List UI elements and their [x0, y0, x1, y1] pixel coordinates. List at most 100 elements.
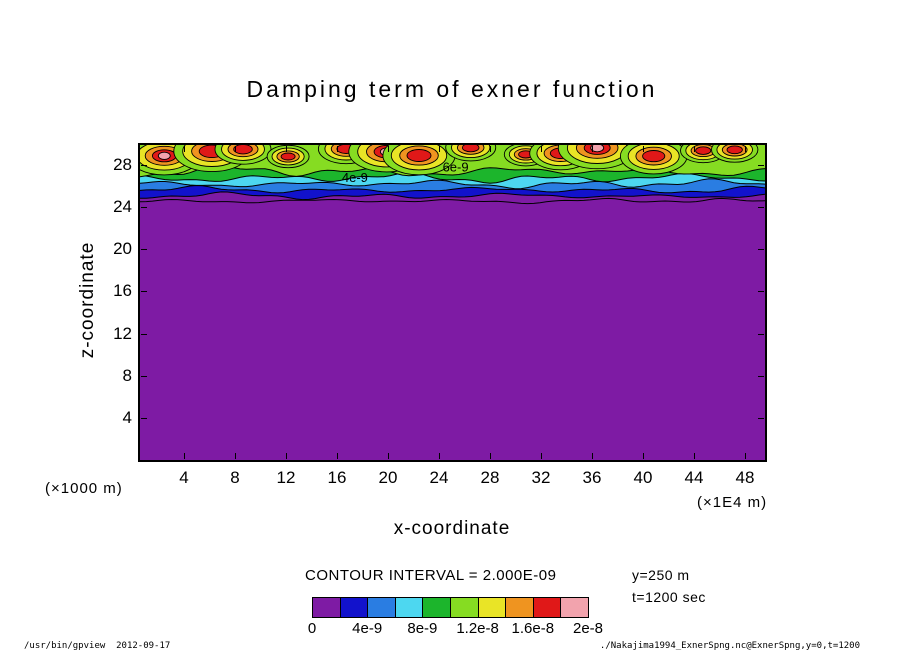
x-tick-label: 4: [179, 468, 189, 487]
x-tick-label: 36: [582, 468, 602, 487]
x-tick-mark-top: [235, 146, 236, 152]
colorbar-tick-label: 4e-9: [352, 620, 383, 637]
colorbar-box: [394, 597, 424, 618]
x-tick-mark: [388, 453, 389, 459]
x-tick-mark: [541, 453, 542, 459]
y-tick-mark-right: [758, 417, 764, 419]
colorbar-box: [422, 597, 451, 618]
y-tick-mark-right: [758, 165, 764, 167]
contour-plot-canvas: 4e-9 6e-9: [140, 145, 765, 460]
x-tick-mark-top: [337, 146, 338, 152]
footer-data-file: ./Nakajima1994_ExnerSpng.nc@ExnerSpng,y=…: [599, 641, 860, 651]
colorbar-box: [367, 597, 396, 618]
colorbar-box: [450, 597, 479, 618]
x-tick-mark-top: [745, 146, 746, 152]
y-tick-label: 16: [113, 281, 132, 301]
y-axis-unit: (×1000 m): [45, 480, 123, 497]
x-tick-label: 20: [378, 468, 398, 487]
background-field: [140, 145, 765, 460]
contour-line: [140, 184, 765, 194]
x-tick-mark: [490, 453, 491, 459]
colorbar-tick-label: 1.6e-8: [511, 620, 555, 637]
contour-value-label: 4e-9: [342, 170, 368, 185]
page-title: Damping term of exner function: [246, 76, 658, 102]
x-tick-label: 32: [531, 468, 551, 487]
x-tick-mark-top: [184, 146, 185, 152]
x-tick-mark-top: [643, 146, 644, 152]
x-tick-label: 48: [735, 468, 755, 487]
colorbar-tick-label: 2e-8: [572, 620, 604, 637]
y-tick-mark: [141, 207, 147, 209]
y-tick-label: 4: [122, 407, 132, 427]
contour-blob: [461, 145, 480, 153]
colorbar-box: [560, 597, 589, 618]
y-tick-label: 28: [113, 155, 132, 175]
x-tick-mark-top: [286, 146, 287, 152]
contour-blob: [642, 150, 666, 163]
colorbar-tick-label: 1.2e-8: [456, 620, 499, 637]
x-tick-mark: [286, 453, 287, 459]
contour-blob: [233, 145, 253, 155]
y-tick-label: 20: [113, 239, 132, 259]
x-tick-label: 40: [633, 468, 653, 487]
y-tick-mark-right: [758, 375, 764, 377]
contour-blob-core: [590, 145, 605, 153]
x-axis-unit: (×1E4 m): [697, 494, 768, 511]
x-tick-label: 24: [429, 468, 449, 487]
contour-line-zero: [140, 197, 765, 205]
colorbar-box: [532, 597, 562, 618]
x-tick-mark-top: [541, 146, 542, 152]
y-tick-mark-right: [758, 207, 764, 209]
colorbar-box: [477, 597, 507, 618]
y-tick-mark-right: [758, 333, 764, 335]
colorbar-box: [505, 597, 534, 618]
x-axis-label: x-coordinate: [393, 518, 511, 539]
x-tick-label: 12: [276, 468, 296, 487]
x-tick-mark: [592, 453, 593, 459]
x-tick-mark: [235, 453, 236, 459]
contour-interval-label: CONTOUR INTERVAL = 2.000E-09: [305, 567, 557, 584]
contour-line: [140, 178, 765, 190]
contour-line: [140, 171, 765, 184]
x-tick-label: 8: [230, 468, 240, 487]
y-tick-mark: [141, 375, 147, 377]
y-tick-mark-right: [758, 249, 764, 251]
contour-blob: [695, 146, 712, 155]
x-tick-mark-top: [388, 146, 389, 152]
x-tick-mark-top: [490, 146, 491, 152]
contour-blob: [406, 149, 432, 162]
y-tick-mark: [141, 249, 147, 251]
y-tick-mark: [141, 333, 147, 335]
x-tick-mark: [745, 453, 746, 459]
contour-layer: 4e-9 6e-9: [140, 145, 765, 205]
x-tick-mark: [643, 453, 644, 459]
y-tick-label: 12: [113, 323, 132, 343]
x-tick-mark-top: [592, 146, 593, 152]
footer-command-line: /usr/bin/gpview 2012-09-17: [24, 641, 171, 651]
slice-info-y: y=250 m: [632, 567, 690, 583]
x-tick-label: 44: [684, 468, 704, 487]
x-tick-mark: [439, 453, 440, 459]
x-tick-label: 28: [480, 468, 500, 487]
x-tick-mark-top: [439, 146, 440, 152]
contour-value-label: 6e-9: [443, 159, 469, 174]
contour-line: [140, 191, 765, 201]
y-tick-label: 24: [113, 197, 132, 217]
colorbar-box: [339, 597, 369, 618]
y-tick-mark: [141, 291, 147, 293]
x-tick-mark: [184, 453, 185, 459]
y-tick-mark: [141, 417, 147, 419]
contour-blob: [726, 145, 743, 155]
colorbar-tick-label: 0: [307, 620, 317, 637]
y-tick-label: 8: [122, 365, 132, 385]
y-tick-mark: [141, 165, 147, 167]
contour-blob: [280, 152, 296, 161]
contour-blob-core: [157, 151, 171, 160]
y-tick-mark-right: [758, 291, 764, 293]
slice-info-t: t=1200 sec: [632, 589, 706, 605]
colorbar-box: [312, 597, 341, 618]
colorbar-tick-label: 8e-9: [407, 620, 438, 637]
x-tick-label: 16: [327, 468, 347, 487]
x-tick-mark: [337, 453, 338, 459]
